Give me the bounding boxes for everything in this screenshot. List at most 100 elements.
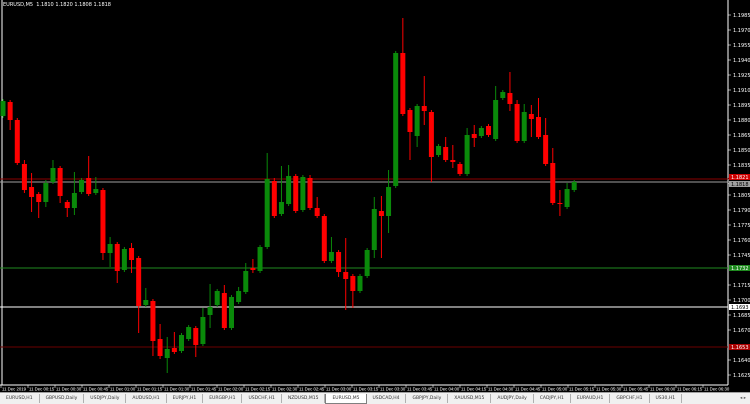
candle-bear bbox=[471, 134, 477, 138]
time-tick-label: 11 Dec 04:00 bbox=[434, 387, 460, 392]
price-level-label: 1.1693 bbox=[731, 305, 749, 311]
chart-tab[interactable]: USDCAD,H4 bbox=[367, 394, 407, 403]
candle-bear bbox=[307, 178, 313, 208]
candle-bull bbox=[257, 247, 263, 271]
time-tick-label: 11 Dec 01:30 bbox=[164, 387, 190, 392]
price-tick-label: 1.1865 bbox=[733, 133, 750, 139]
candle-bear bbox=[157, 339, 163, 356]
candle-bull bbox=[278, 202, 284, 214]
candle-bull bbox=[371, 209, 377, 250]
chart-tab[interactable]: USDJPY,Daily bbox=[84, 394, 127, 403]
chart-tab[interactable]: GBPUSD,Daily bbox=[40, 394, 85, 403]
chart-tab[interactable]: EURUSD,M5 bbox=[325, 393, 367, 404]
price-tick-label: 1.1880 bbox=[733, 118, 750, 124]
candle-bull bbox=[243, 271, 249, 292]
time-tick-label: 11 Dec 00:15 bbox=[29, 387, 55, 392]
chart-tab[interactable]: NZDUSD,M15 bbox=[282, 394, 326, 403]
candle-bull bbox=[571, 182, 577, 190]
candle-bull bbox=[264, 179, 270, 247]
candle-bull bbox=[200, 317, 206, 344]
candle-bull bbox=[71, 193, 77, 208]
candle-bull bbox=[414, 106, 420, 136]
chart-tab[interactable]: AUDUSD,H1 bbox=[126, 394, 167, 403]
candle-bear bbox=[36, 194, 42, 202]
candle-bear bbox=[336, 252, 342, 272]
candle-bear bbox=[378, 211, 384, 216]
chart-tab[interactable]: USDCHF,H1 bbox=[242, 394, 282, 403]
candle-bear bbox=[271, 181, 277, 216]
candle-bull bbox=[164, 349, 170, 358]
chart-tab[interactable]: EURJPY,H1 bbox=[167, 394, 204, 403]
chart-tab[interactable]: AUDJPY,Daily bbox=[491, 394, 534, 403]
candle-bear bbox=[250, 268, 256, 270]
candle-bull bbox=[521, 112, 527, 141]
candle-bear bbox=[100, 190, 106, 253]
chart-tab[interactable]: EURGBP,H1 bbox=[203, 394, 243, 403]
candle-bull bbox=[300, 177, 306, 210]
price-level-label-bg bbox=[729, 181, 750, 187]
candle-bear bbox=[343, 272, 349, 279]
chart-tab-bar: EURUSD,H1 GBPUSD,Daily USDJPY,Daily AUDUSD,… bbox=[0, 392, 750, 404]
price-level-label: 1.1653 bbox=[731, 345, 749, 351]
candle-bear bbox=[514, 104, 520, 141]
chart-tab[interactable]: US30,H1 bbox=[650, 394, 683, 403]
chart-tab[interactable]: EURAUD,H1 bbox=[571, 394, 611, 403]
time-tick-label: 11 Dec 00:30 bbox=[56, 387, 82, 392]
price-tick-label: 1.1940 bbox=[733, 58, 750, 64]
time-tick-label: 11 Dec 02:15 bbox=[245, 387, 271, 392]
time-tick-label: 11 Dec 06:30 bbox=[704, 387, 730, 392]
candle-bear bbox=[171, 348, 177, 352]
time-tick-label: 11 Dec 2019 bbox=[2, 387, 27, 392]
candle-bull bbox=[93, 189, 99, 193]
tab-scroll-arrows-icon[interactable]: ◂ ▸ bbox=[740, 396, 746, 401]
candle-bull bbox=[478, 128, 484, 136]
candle-bull bbox=[436, 146, 442, 155]
time-tick-label: 11 Dec 01:00 bbox=[110, 387, 136, 392]
time-tick-label: 11 Dec 03:45 bbox=[407, 387, 433, 392]
candle-bull bbox=[0, 101, 6, 116]
time-tick-label: 11 Dec 05:45 bbox=[623, 387, 649, 392]
candle-bull bbox=[357, 276, 363, 291]
candle-bull bbox=[143, 300, 149, 305]
candle-bull bbox=[214, 291, 220, 305]
candle-bear bbox=[543, 135, 549, 164]
price-tick-label: 1.1685 bbox=[733, 313, 750, 319]
candle-bull bbox=[493, 100, 499, 139]
price-tick-label: 1.1955 bbox=[733, 43, 750, 49]
candle-bear bbox=[64, 202, 70, 208]
candle-bear bbox=[314, 208, 320, 216]
candle-bull bbox=[500, 92, 506, 98]
time-tick-label: 11 Dec 04:30 bbox=[488, 387, 514, 392]
price-tick-label: 1.1760 bbox=[733, 238, 750, 244]
candle-bear bbox=[129, 248, 135, 260]
chart-tab[interactable]: EURUSD,H1 bbox=[0, 394, 40, 403]
candle-bear bbox=[450, 160, 456, 162]
candle-bull bbox=[43, 183, 49, 202]
candle-bear bbox=[57, 168, 63, 196]
candle-bear bbox=[550, 163, 556, 203]
price-level-label-bg bbox=[729, 174, 750, 180]
candle-bull bbox=[364, 250, 370, 276]
chart-tab[interactable]: CADJPY,H1 bbox=[534, 394, 571, 403]
candle-bull bbox=[50, 168, 56, 182]
candle-bear bbox=[321, 216, 327, 261]
price-tick-label: 1.1910 bbox=[733, 88, 750, 94]
chart-tab[interactable]: GBPJPY,Daily bbox=[406, 394, 449, 403]
candle-bear bbox=[86, 178, 92, 194]
price-tick-label: 1.1670 bbox=[733, 328, 750, 334]
time-tick-label: 11 Dec 02:30 bbox=[272, 387, 298, 392]
candle-bull bbox=[564, 189, 570, 207]
chart-tab[interactable]: GBPCHF,H1 bbox=[610, 394, 650, 403]
price-tick-label: 1.1985 bbox=[733, 13, 750, 19]
time-tick-label: 11 Dec 01:15 bbox=[137, 387, 163, 392]
price-tick-label: 1.1895 bbox=[733, 103, 750, 109]
price-tick-label: 1.1640 bbox=[733, 358, 750, 364]
candle-bull bbox=[236, 291, 242, 302]
price-tick-label: 1.1745 bbox=[733, 253, 750, 259]
candle-bull bbox=[464, 135, 470, 174]
price-chart[interactable]: 1.1985 1.1970 1.1955 1.1940 1.1925 1.1910 1.18… bbox=[0, 0, 750, 392]
chart-tab[interactable]: XAUUSD,M15 bbox=[448, 394, 492, 403]
time-tick-label: 11 Dec 02:45 bbox=[299, 387, 325, 392]
candle-bear bbox=[457, 164, 463, 174]
price-level-label-connector bbox=[727, 181, 730, 185]
